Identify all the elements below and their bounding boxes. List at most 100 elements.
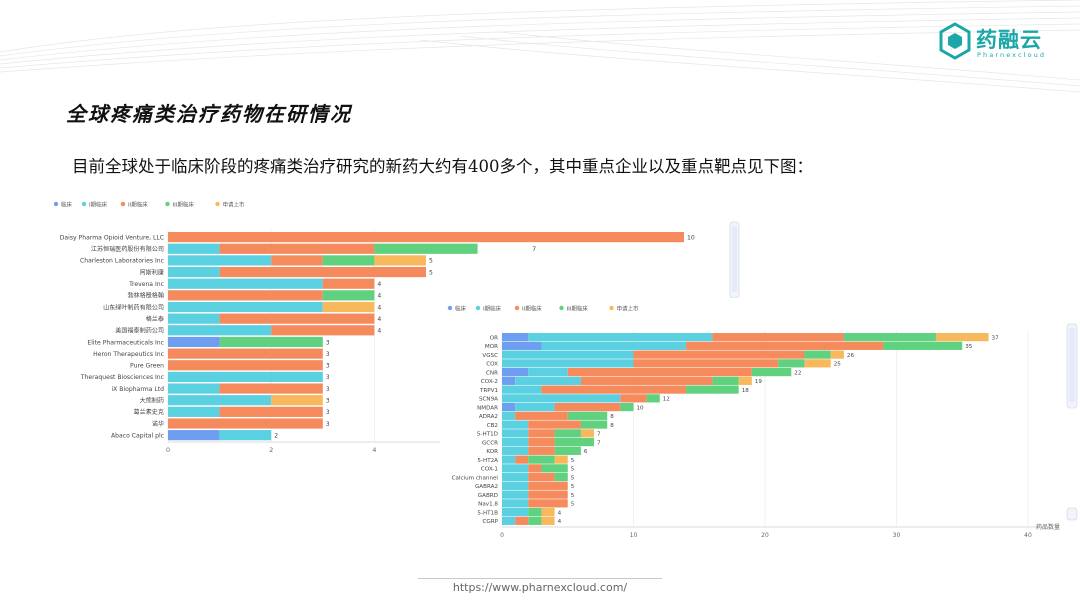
bar-total-label: 8 bbox=[610, 423, 614, 429]
bar-segment bbox=[168, 255, 272, 266]
bar-total-label: 6 bbox=[584, 449, 588, 455]
bar-segment bbox=[528, 368, 568, 377]
brand-tagline: Pharnexcloud bbox=[977, 51, 1047, 59]
bar-segment bbox=[502, 420, 529, 429]
bar-segment bbox=[502, 350, 634, 359]
legend-swatch bbox=[559, 305, 564, 311]
bar-segment bbox=[541, 341, 687, 350]
category-label: iX Biopharma Ltd bbox=[111, 386, 164, 393]
scrollbar-thumb bbox=[1069, 328, 1075, 402]
category-label: COX-1 bbox=[481, 467, 499, 473]
legend-swatch bbox=[165, 201, 170, 207]
target-pipeline-chart: 临床 I期临床 II期临床 III期临床 申请上市 0 10 20 30 40 OR 37 MOR 35 V… bbox=[440, 298, 1080, 550]
bar-total-label: 4 bbox=[558, 519, 562, 525]
legend-label: II期临床 bbox=[128, 200, 148, 208]
bar-total-label: 5 bbox=[571, 493, 575, 499]
bar-segment bbox=[271, 325, 375, 336]
bar-segment bbox=[502, 438, 529, 447]
bar-segment bbox=[168, 266, 220, 278]
x-tick-label: 0 bbox=[166, 447, 170, 454]
category-label: Elite Pharmaceuticals Inc bbox=[87, 339, 164, 346]
bar-segment bbox=[935, 333, 989, 342]
intro-text: 目前全球处于临床阶段的疼痛类治疗研究的新药大约有400多个，其中重点企业以及重点… bbox=[72, 157, 813, 176]
bar-segment bbox=[168, 313, 220, 324]
legend-label: 申请上市 bbox=[223, 200, 246, 208]
bar-segment bbox=[528, 473, 555, 482]
bar-segment bbox=[168, 430, 220, 441]
bar-segment bbox=[528, 499, 568, 508]
bar-segment bbox=[502, 333, 529, 342]
category-label: Theraquest Biosciences Inc bbox=[80, 374, 164, 381]
category-label: 美国福泰制药公司 bbox=[115, 327, 164, 335]
bar-total-label: 3 bbox=[326, 374, 330, 381]
bar-segment bbox=[502, 359, 634, 368]
bar-segment bbox=[633, 359, 779, 368]
bar-segment bbox=[686, 385, 739, 394]
slide-title: 全球疼痛类治疗药物在研情况 bbox=[66, 102, 352, 126]
bar-segment bbox=[168, 360, 323, 371]
bar-total-label: 3 bbox=[326, 409, 330, 416]
x-tick-label: 20 bbox=[761, 532, 769, 539]
bar-total-label: 3 bbox=[326, 421, 330, 428]
legend-item: 申请上市 bbox=[609, 304, 639, 312]
bar-total-label: 26 bbox=[847, 353, 855, 359]
bar-segment bbox=[322, 278, 375, 289]
bar-total-label: 4 bbox=[558, 510, 562, 516]
bar-segment bbox=[567, 411, 608, 420]
legend-label: III期临床 bbox=[567, 304, 589, 312]
legend-swatch bbox=[215, 201, 220, 207]
bar-total-label: 2 bbox=[274, 432, 278, 439]
bar-total-label: 7 bbox=[597, 432, 601, 438]
bar-total-label: 5 bbox=[571, 484, 575, 490]
bar-segment bbox=[502, 403, 516, 412]
bar-segment bbox=[620, 394, 647, 403]
category-label: CNR bbox=[486, 370, 498, 376]
bar-segment bbox=[580, 429, 595, 438]
bar-total-label: 5 bbox=[571, 467, 575, 473]
x-axis-label: 药品数量 bbox=[1036, 523, 1060, 531]
legend-item: III期临床 bbox=[165, 200, 194, 208]
bar-segment bbox=[620, 403, 634, 412]
footer-url[interactable]: https://www.pharnexcloud.com/ bbox=[452, 581, 628, 594]
bar-segment bbox=[804, 350, 831, 359]
bar-total-label: 22 bbox=[794, 370, 801, 376]
bar-total-label: 3 bbox=[326, 398, 330, 405]
category-label: Calcium channel bbox=[452, 475, 499, 481]
bar-total-label: 5 bbox=[429, 258, 433, 265]
bar-total-label: 10 bbox=[687, 234, 695, 241]
bar-segment bbox=[502, 464, 529, 473]
bar-segment bbox=[883, 341, 963, 350]
category-label: MOR bbox=[485, 344, 498, 350]
bar-total-label: 3 bbox=[326, 339, 330, 346]
bar-segment bbox=[515, 403, 555, 412]
bar-segment bbox=[219, 336, 323, 348]
bar-segment bbox=[168, 348, 323, 359]
bar-segment bbox=[554, 429, 581, 438]
legend-swatch bbox=[609, 305, 614, 311]
x-tick-label: 4 bbox=[372, 447, 376, 454]
bar-total-label: 12 bbox=[663, 397, 670, 403]
bar-segment bbox=[567, 368, 752, 377]
bar-segment bbox=[528, 446, 555, 455]
bar-segment bbox=[528, 481, 568, 490]
category-label: Abaco Capital plc bbox=[111, 432, 164, 439]
bar-segment bbox=[528, 464, 542, 473]
bar-segment bbox=[219, 313, 375, 324]
bar-segment bbox=[830, 350, 844, 359]
bar-total-label: 5 bbox=[571, 502, 575, 508]
bar-segment bbox=[502, 490, 529, 499]
bar-segment bbox=[528, 516, 542, 525]
bar-segment bbox=[502, 508, 529, 517]
bar-segment bbox=[374, 243, 478, 254]
bar-segment bbox=[502, 368, 529, 377]
legend-item: I期临床 bbox=[81, 200, 108, 208]
legend-label: 申请上市 bbox=[617, 304, 640, 312]
x-tick-label: 0 bbox=[500, 532, 504, 539]
legend-item: 临床 bbox=[53, 200, 73, 208]
legend-label: III期临床 bbox=[173, 200, 195, 208]
bar-segment bbox=[580, 376, 713, 385]
category-label: 山东绿叶制药有限公司 bbox=[103, 303, 164, 311]
category-label: KOR bbox=[486, 449, 498, 455]
bar-segment bbox=[322, 255, 375, 266]
category-label: NMDAR bbox=[477, 405, 498, 411]
